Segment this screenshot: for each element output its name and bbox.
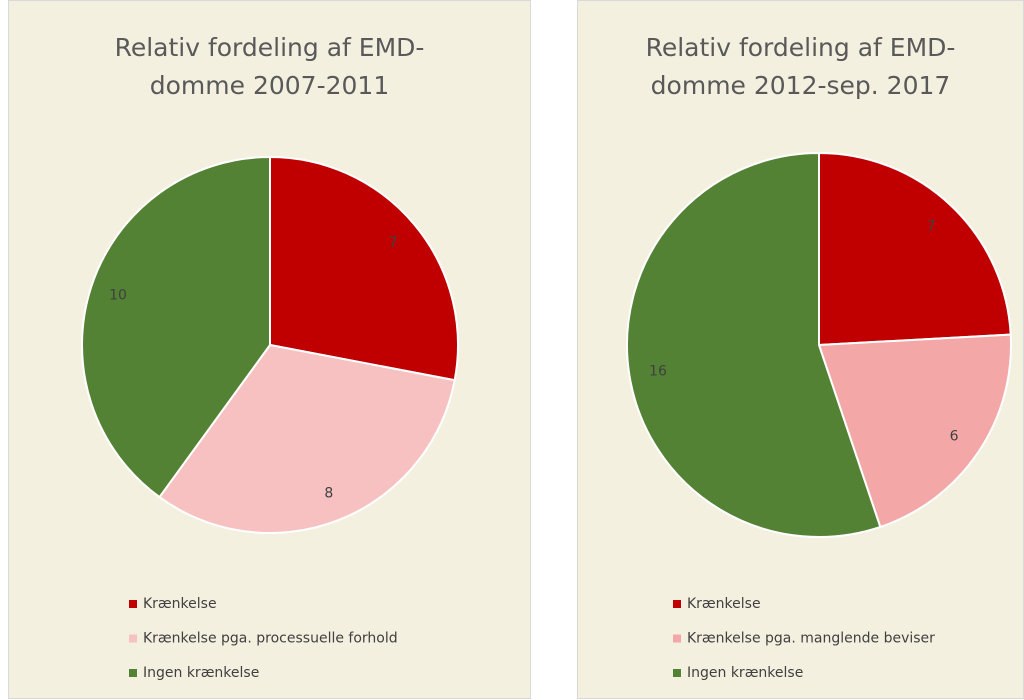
pie-slice [818,151,1012,347]
pie-slice [817,333,1012,529]
legend-swatch [129,634,137,643]
pie-slice [626,151,882,538]
legend-swatch [129,600,137,608]
legend-label: Ingen krænkelse [687,665,803,681]
chart-title: Relativ fordeling af EMD-domme 2007-2011 [114,33,425,100]
data-label: 8 [324,486,333,502]
legend-swatch [129,669,137,677]
chart-panel: Relativ fordeling af EMD-domme 2007-2011… [8,0,531,699]
data-label: 16 [649,363,667,379]
legend-label: Krænkelse pga. manglende beviser [687,631,935,647]
legend-label: Ingen krænkelse [143,665,259,681]
data-label: 6 [950,429,959,445]
pie-slice [269,155,459,382]
legend-swatch [673,669,681,677]
legend-label: Krænkelse [143,596,217,612]
data-label: 7 [389,235,398,251]
data-label: 10 [109,288,127,304]
chart-panel: Relativ fordeling af EMD-domme 2012-sep.… [577,0,1024,699]
data-label: 7 [927,219,936,235]
legend-label: Krænkelse pga. processuelle forhold [143,631,398,647]
legend-swatch [673,634,681,643]
pie-slice [158,343,456,534]
legend-label: Krænkelse [687,596,761,612]
chart: 7 8 10 Krænkelse Krænkelse pga. processuelle… [81,155,459,681]
legend-swatch [673,600,681,608]
chart-title: Relativ fordeling af EMD-domme 2012-sep.… [645,33,956,100]
chart: 7 6 16 Krænkelse Krænkelse pga. manglende be… [626,151,1012,681]
pie-slice [81,155,271,499]
